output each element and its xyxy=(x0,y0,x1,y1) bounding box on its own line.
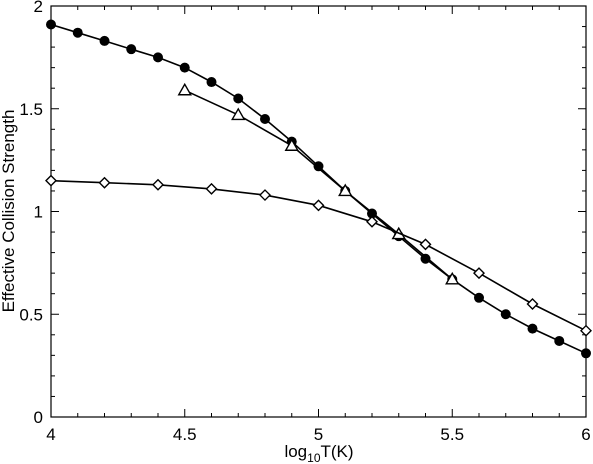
data-point-diamond xyxy=(473,267,485,280)
data-point-diamond xyxy=(45,174,57,187)
data-point-triangle xyxy=(177,82,192,96)
x-tick-label: 4.5 xyxy=(173,425,197,444)
data-point-triangle xyxy=(338,183,353,197)
data-point-circle xyxy=(99,35,110,46)
y-tick-label: 1 xyxy=(34,203,43,222)
data-point-circle xyxy=(153,52,163,63)
data-point-circle xyxy=(313,161,324,172)
series-line xyxy=(184,89,453,280)
data-point-circle xyxy=(46,19,56,30)
data-point-circle xyxy=(581,348,591,359)
x-tick-label: 6 xyxy=(581,425,590,444)
series-open-triangle xyxy=(177,82,460,285)
y-axis-title: Effective Collision Strength xyxy=(0,110,18,313)
data-point-diamond xyxy=(526,297,539,310)
data-point-circle xyxy=(420,253,431,264)
x-tick-label: 5.5 xyxy=(440,425,464,444)
data-point-circle xyxy=(179,62,190,73)
data-point-diamond xyxy=(152,178,164,191)
y-tick-label: 2 xyxy=(34,0,43,16)
plot-frame xyxy=(50,5,587,418)
data-point-circle xyxy=(233,93,244,104)
data-point-circle xyxy=(474,292,484,303)
data-point-circle xyxy=(527,323,538,334)
series-filled-circle xyxy=(46,19,591,359)
data-point-diamond xyxy=(580,324,592,337)
data-point-diamond xyxy=(205,182,218,195)
series-open-diamond xyxy=(45,174,592,337)
data-point-triangle xyxy=(445,271,460,285)
data-point-diamond xyxy=(366,215,378,228)
x-axis-title: log10T(K) xyxy=(284,442,353,464)
y-tick-label: 0.5 xyxy=(19,305,43,324)
y-tick-label: 1.5 xyxy=(19,100,43,119)
x-tick-label: 5 xyxy=(314,425,323,444)
data-point-circle xyxy=(206,77,217,88)
data-point-triangle xyxy=(231,107,246,121)
data-point-circle xyxy=(554,335,565,346)
data-point-circle xyxy=(72,27,83,38)
data-point-circle xyxy=(260,114,270,125)
data-point-circle xyxy=(500,309,511,320)
x-tick-label: 4 xyxy=(46,425,55,444)
y-tick-label: 0 xyxy=(34,408,43,427)
data-point-diamond xyxy=(259,189,271,202)
data-point-diamond xyxy=(419,238,432,251)
data-point-diamond xyxy=(312,199,325,212)
data-point-triangle xyxy=(284,138,299,151)
data-point-circle xyxy=(126,44,137,55)
data-point-diamond xyxy=(98,176,111,189)
series-line xyxy=(50,23,587,355)
